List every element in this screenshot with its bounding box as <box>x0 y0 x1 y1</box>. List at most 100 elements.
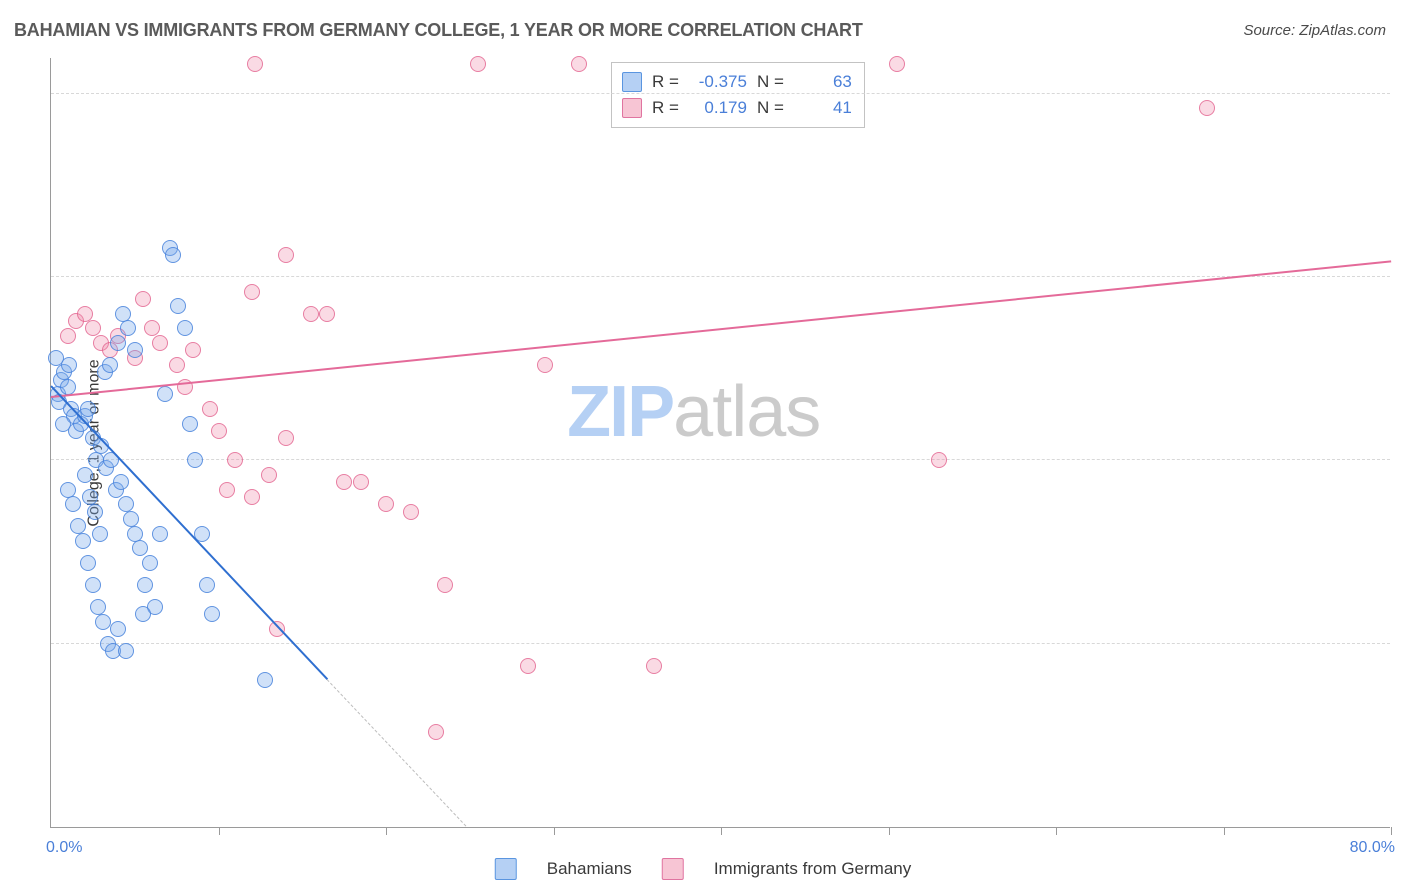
data-point-a <box>90 599 106 615</box>
data-point-a <box>77 467 93 483</box>
gridline <box>51 93 1390 94</box>
data-point-a <box>170 298 186 314</box>
data-point-a <box>75 533 91 549</box>
x-tick <box>1391 827 1392 835</box>
data-point-a <box>113 474 129 490</box>
data-point-a <box>80 555 96 571</box>
y-tick-label: 25.0% <box>1400 627 1406 645</box>
y-tick-label: 50.0% <box>1400 443 1406 461</box>
x-tick <box>1056 827 1057 835</box>
data-point-b <box>77 306 93 322</box>
data-point-a <box>127 342 143 358</box>
x-tick <box>721 827 722 835</box>
x-tick <box>219 827 220 835</box>
data-point-b <box>169 357 185 373</box>
x-axis-min-label: 0.0% <box>46 839 82 857</box>
stat-row-b: R = 0.179 N = 41 <box>622 95 852 121</box>
data-point-a <box>157 386 173 402</box>
data-point-b <box>1199 100 1215 116</box>
data-point-b <box>85 320 101 336</box>
data-point-b <box>931 452 947 468</box>
data-point-b <box>437 577 453 593</box>
data-point-b <box>537 357 553 373</box>
legend-label-a: Bahamians <box>547 859 632 879</box>
series-b-swatch-icon <box>622 98 642 118</box>
data-point-a <box>132 540 148 556</box>
data-point-a <box>182 416 198 432</box>
data-point-a <box>135 606 151 622</box>
x-axis-max-label: 80.0% <box>1350 839 1395 857</box>
data-point-a <box>257 672 273 688</box>
data-point-a <box>87 504 103 520</box>
data-point-b <box>227 452 243 468</box>
data-point-b <box>278 430 294 446</box>
trend-line <box>327 679 467 826</box>
data-point-a <box>137 577 153 593</box>
chart-title: BAHAMIAN VS IMMIGRANTS FROM GERMANY COLL… <box>14 20 863 41</box>
data-point-a <box>61 357 77 373</box>
data-point-a <box>177 320 193 336</box>
watermark-part1: ZIP <box>567 372 673 452</box>
r-label: R = <box>652 98 679 118</box>
data-point-b <box>202 401 218 417</box>
gridline <box>51 643 1390 644</box>
data-point-a <box>92 526 108 542</box>
data-point-a <box>165 247 181 263</box>
data-point-a <box>70 518 86 534</box>
series-legend: Bahamians Immigrants from Germany <box>495 858 912 880</box>
x-tick <box>889 827 890 835</box>
data-point-a <box>102 357 118 373</box>
data-point-a <box>118 496 134 512</box>
data-point-a <box>120 320 136 336</box>
data-point-b <box>319 306 335 322</box>
gridline <box>51 459 1390 460</box>
y-tick-label: 100.0% <box>1400 77 1406 95</box>
r-value-b: 0.179 <box>689 98 747 118</box>
legend-swatch-b-icon <box>662 858 684 880</box>
watermark: ZIPatlas <box>567 371 820 453</box>
x-tick <box>554 827 555 835</box>
data-point-a <box>204 606 220 622</box>
data-point-b <box>353 474 369 490</box>
data-point-a <box>142 555 158 571</box>
data-point-b <box>336 474 352 490</box>
data-point-b <box>219 482 235 498</box>
correlation-stats-box: R = -0.375 N = 63 R = 0.179 N = 41 <box>611 62 865 128</box>
series-a-swatch-icon <box>622 72 642 92</box>
data-point-a <box>115 306 131 322</box>
data-point-a <box>110 335 126 351</box>
source-attribution: Source: ZipAtlas.com <box>1243 22 1386 39</box>
data-point-a <box>123 511 139 527</box>
data-point-b <box>244 284 260 300</box>
data-point-b <box>152 335 168 351</box>
data-point-a <box>127 526 143 542</box>
data-point-b <box>247 56 263 72</box>
data-point-a <box>80 401 96 417</box>
data-point-a <box>152 526 168 542</box>
data-point-b <box>470 56 486 72</box>
data-point-b <box>303 306 319 322</box>
stat-row-a: R = -0.375 N = 63 <box>622 69 852 95</box>
data-point-b <box>211 423 227 439</box>
data-point-a <box>65 496 81 512</box>
data-point-a <box>118 643 134 659</box>
data-point-b <box>520 658 536 674</box>
data-point-a <box>60 482 76 498</box>
data-point-a <box>82 489 98 505</box>
data-point-b <box>889 56 905 72</box>
legend-label-b: Immigrants from Germany <box>714 859 911 879</box>
data-point-a <box>187 452 203 468</box>
r-value-a: -0.375 <box>689 72 747 92</box>
y-tick-label: 75.0% <box>1400 260 1406 278</box>
plot-area: College, 1 year or more 0.0% 80.0% ZIPat… <box>50 58 1390 828</box>
data-point-b <box>378 496 394 512</box>
data-point-b <box>428 724 444 740</box>
r-label: R = <box>652 72 679 92</box>
data-point-b <box>646 658 662 674</box>
data-point-a <box>199 577 215 593</box>
data-point-a <box>95 614 111 630</box>
n-label: N = <box>757 72 784 92</box>
data-point-a <box>85 577 101 593</box>
data-point-b <box>571 56 587 72</box>
n-value-a: 63 <box>794 72 852 92</box>
